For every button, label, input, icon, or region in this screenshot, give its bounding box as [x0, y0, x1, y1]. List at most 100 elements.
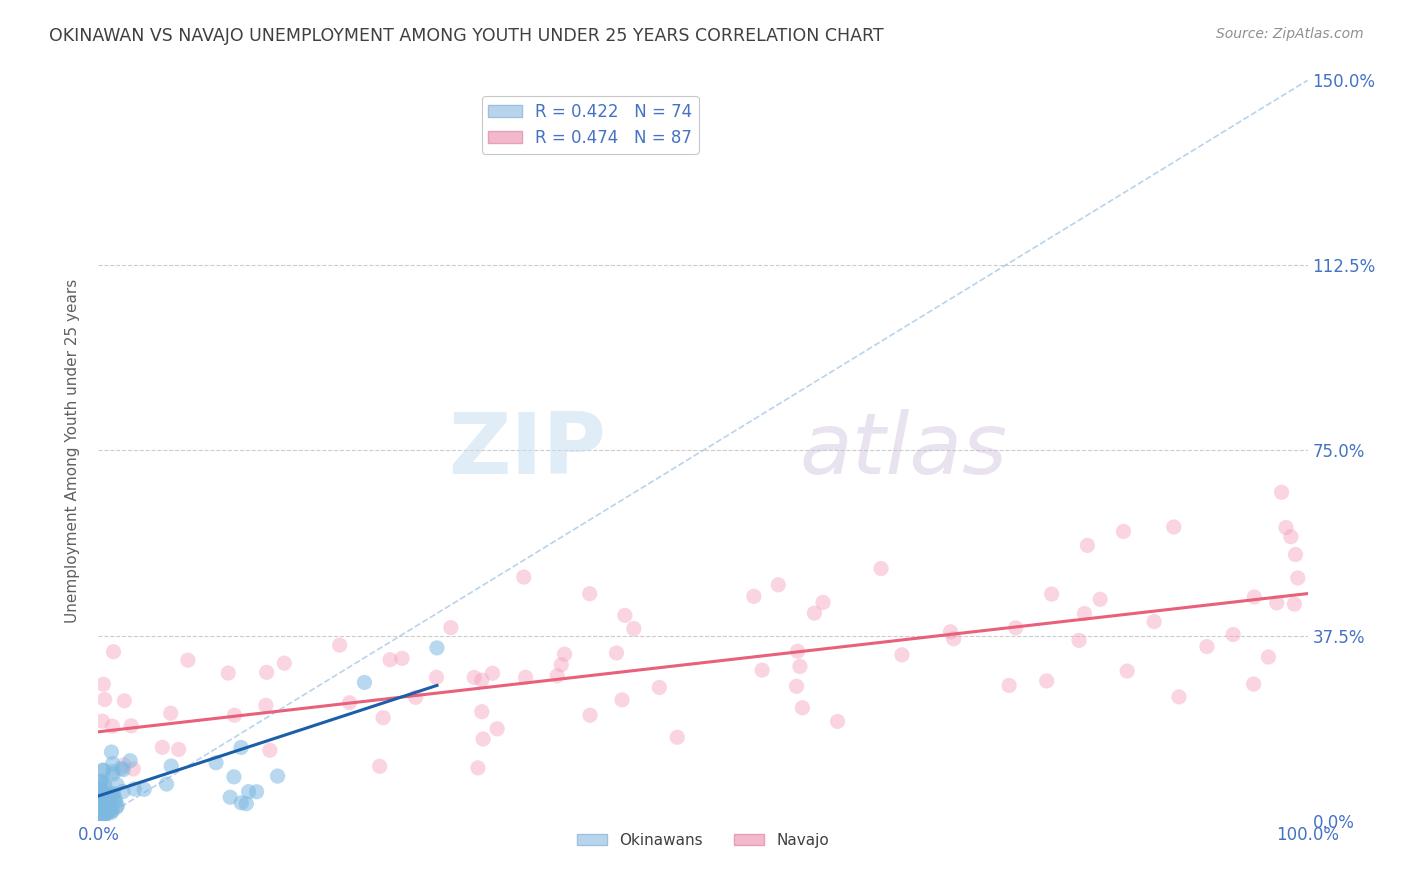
Point [405, 690, 427, 705]
Point [1243, 590, 1265, 604]
Point [97, 805, 120, 819]
Point [96, 798, 118, 813]
Point [217, 666, 239, 681]
Point [666, 731, 689, 745]
Point [97, 796, 120, 810]
Point [100, 805, 122, 820]
Point [648, 681, 671, 695]
Y-axis label: Unemployment Among Youth under 25 years: Unemployment Among Youth under 25 years [65, 278, 80, 623]
Point [94, 800, 117, 814]
Point [1069, 633, 1091, 648]
Point [134, 782, 156, 797]
Point [368, 759, 391, 773]
Point [91, 714, 114, 728]
Text: OKINAWAN VS NAVAJO UNEMPLOYMENT AMONG YOUTH UNDER 25 YEARS CORRELATION CHART: OKINAWAN VS NAVAJO UNEMPLOYMENT AMONG YO… [49, 27, 884, 45]
Point [998, 678, 1021, 692]
Point [246, 785, 269, 799]
Point [579, 708, 602, 723]
Point [105, 798, 128, 813]
Point [515, 670, 537, 684]
Text: atlas: atlas [800, 409, 1008, 492]
Point [546, 669, 568, 683]
Point [425, 670, 447, 684]
Point [91, 812, 114, 826]
Point [112, 757, 135, 772]
Point [768, 578, 790, 592]
Point [486, 722, 509, 736]
Point [91, 795, 114, 809]
Point [789, 659, 811, 673]
Point [98, 805, 121, 819]
Point [481, 666, 503, 681]
Point [1243, 677, 1265, 691]
Point [167, 742, 190, 756]
Point [91, 789, 114, 803]
Point [103, 645, 125, 659]
Point [339, 696, 361, 710]
Point [786, 679, 808, 693]
Point [803, 606, 825, 620]
Point [610, 693, 633, 707]
Point [890, 648, 912, 662]
Point [786, 644, 808, 658]
Point [751, 663, 773, 677]
Point [104, 792, 127, 806]
Point [463, 670, 485, 684]
Point [939, 624, 962, 639]
Point [104, 794, 127, 808]
Point [256, 665, 278, 680]
Point [942, 632, 965, 646]
Point [89, 794, 111, 808]
Point [93, 776, 115, 790]
Point [89, 797, 111, 811]
Point [266, 769, 288, 783]
Point [91, 677, 114, 691]
Point [98, 789, 121, 803]
Point [1040, 587, 1063, 601]
Point [1284, 597, 1306, 611]
Point [426, 640, 449, 655]
Point [120, 754, 142, 768]
Point [578, 587, 600, 601]
Point [259, 743, 281, 757]
Point [124, 781, 146, 796]
Point [97, 792, 120, 806]
Point [353, 675, 375, 690]
Point [100, 745, 122, 759]
Point [623, 622, 645, 636]
Point [110, 761, 132, 775]
Point [229, 740, 252, 755]
Point [1035, 673, 1057, 688]
Point [90, 804, 112, 818]
Point [1222, 627, 1244, 641]
Point [103, 787, 125, 801]
Point [90, 774, 112, 789]
Point [90, 781, 112, 796]
Point [90, 794, 112, 808]
Point [94, 806, 117, 821]
Point [472, 732, 495, 747]
Point [1195, 640, 1218, 654]
Point [329, 638, 352, 652]
Point [613, 608, 636, 623]
Point [742, 590, 765, 604]
Point [91, 784, 114, 798]
Point [89, 810, 111, 824]
Point [112, 763, 135, 777]
Point [1257, 650, 1279, 665]
Point [254, 698, 277, 713]
Point [827, 714, 849, 729]
Point [1073, 607, 1095, 621]
Point [150, 740, 173, 755]
Legend: Okinawans, Navajo: Okinawans, Navajo [571, 827, 835, 854]
Point [467, 761, 489, 775]
Point [105, 778, 128, 792]
Point [224, 708, 246, 723]
Point [87, 810, 110, 824]
Point [101, 787, 124, 801]
Point [378, 653, 401, 667]
Point [1271, 485, 1294, 500]
Point [273, 656, 295, 670]
Point [159, 706, 181, 721]
Point [371, 711, 394, 725]
